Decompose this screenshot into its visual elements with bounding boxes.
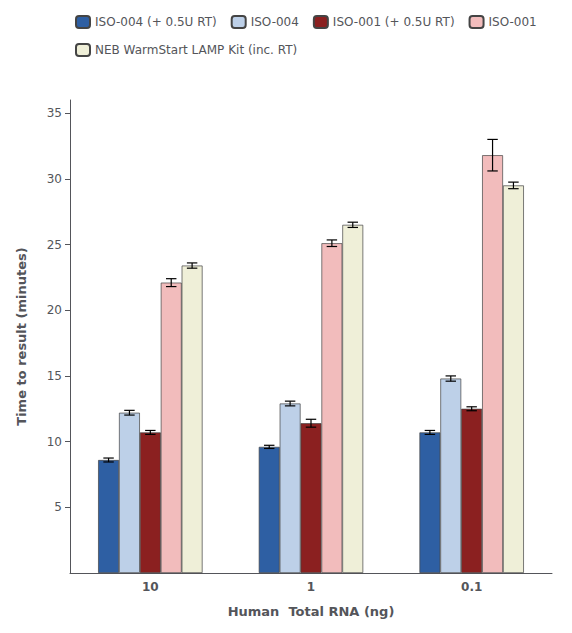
svg-text:ISO-001: ISO-001 — [489, 15, 537, 29]
svg-text:NEB WarmStart LAMP Kit (inc. R: NEB WarmStart LAMP Kit (inc. RT) — [95, 43, 297, 57]
svg-text:1: 1 — [307, 580, 315, 594]
svg-text:0.1: 0.1 — [461, 580, 482, 594]
svg-text:Time to result (minutes): Time to result (minutes) — [14, 247, 29, 425]
svg-text:10: 10 — [47, 435, 62, 449]
svg-text:15: 15 — [47, 369, 62, 383]
svg-text:5: 5 — [54, 500, 62, 514]
svg-text:30: 30 — [47, 172, 62, 186]
svg-text:10: 10 — [142, 580, 159, 594]
svg-text:25: 25 — [47, 238, 62, 252]
svg-text:Human Total RNA (ng): Human Total RNA (ng) — [228, 604, 395, 619]
svg-text:35: 35 — [47, 106, 62, 120]
svg-text:ISO-001 (+ 0.5U RT): ISO-001 (+ 0.5U RT) — [333, 15, 455, 29]
svg-text:ISO-004 (+ 0.5U RT): ISO-004 (+ 0.5U RT) — [95, 15, 217, 29]
svg-text:20: 20 — [47, 303, 62, 317]
svg-text:ISO-004: ISO-004 — [251, 15, 299, 29]
